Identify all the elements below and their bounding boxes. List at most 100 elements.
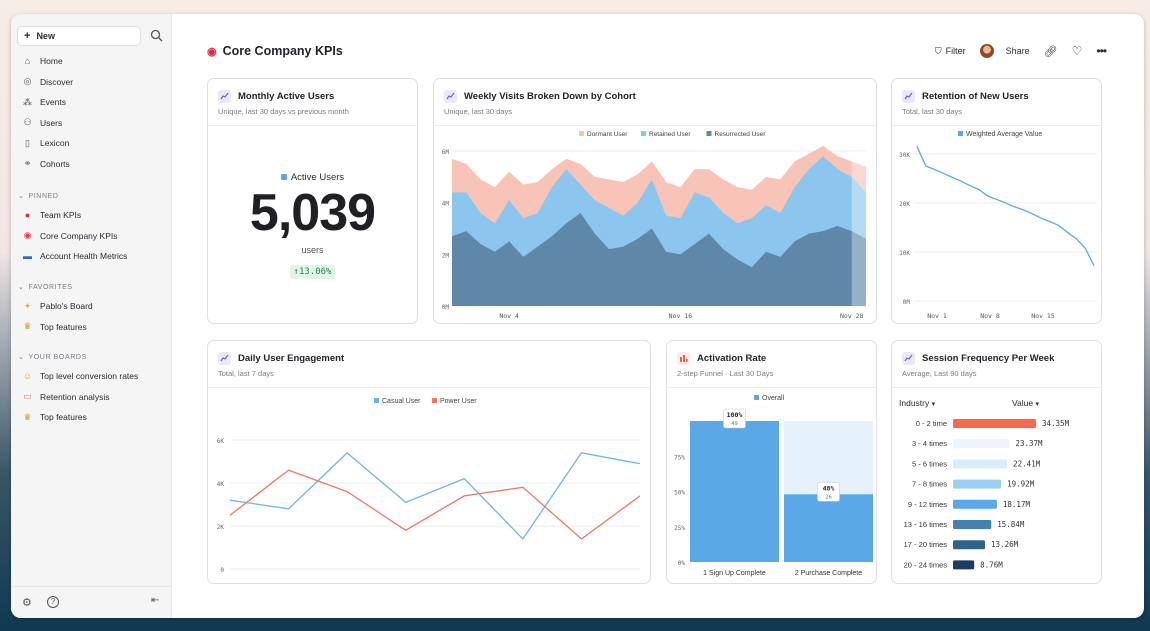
card-title: Daily User Engagement (238, 353, 345, 364)
x-tick-label: Nov 4 (279, 583, 299, 584)
sidebar: + New ⌂ Home ◎ Discover ⁂ Events ⚇ Users ▯ Le… (11, 14, 172, 618)
board-item-retention[interactable]: ▭ Retention analysis (23, 391, 110, 402)
app-window: + New ⌂ Home ◎ Discover ⁂ Events ⚇ Users ▯ Le… (11, 14, 1144, 618)
pinned-item-account-health[interactable]: ▬ Account Health Metrics (23, 251, 128, 262)
retention-chart: 0M 10K 20K 30K Nov 1 Nov 8 Nov 15 Weighted Aver… (899, 131, 1097, 320)
favorite-item-top-features[interactable]: ♛ Top features (23, 321, 87, 332)
avatar (979, 44, 994, 58)
line-power-user (229, 469, 641, 540)
row-category-label: 7 - 8 times (912, 480, 947, 489)
filter-icon: ⛉ (934, 45, 942, 56)
more-options-icon[interactable]: ••• (1096, 44, 1107, 58)
box-icon: ▭ (23, 391, 32, 402)
row-bar (953, 459, 1008, 469)
share-button[interactable]: Share (979, 44, 1030, 58)
pinned-item-team-kpis[interactable]: ● Team KPIs (11, 205, 172, 226)
x-tick-label: Nov 6 (396, 583, 416, 584)
activation-chart: 0% 25% 50% 75% 100% 49 1 Sign Up Complete 48% 26… (674, 395, 873, 577)
row-bar (953, 439, 1010, 449)
weekly-visits-card[interactable]: Weekly Visits Broken Down by Cohort Uniq… (433, 78, 877, 324)
card-subtitle: Total, last 7 days (218, 369, 274, 378)
boards-section-toggle[interactable]: ⌄ YOUR BOARDS (18, 353, 87, 362)
sparkle-icon: ✦ (23, 300, 32, 311)
caret-down-icon: ▾ (931, 401, 936, 408)
bar-value-box (817, 482, 840, 502)
daily-engagement-card[interactable]: Daily User Engagement Total, last 7 days… (207, 340, 651, 584)
row-bar (953, 479, 1002, 489)
legend-swatch (374, 398, 379, 403)
card-subtitle: Total, last 30 days (902, 107, 963, 116)
chevron-down-icon: ⌄ (18, 193, 25, 200)
favorite-item-pablos-board[interactable]: ✦ Pablo's Board (23, 300, 93, 312)
value-column-header[interactable]: Value ▾ (1012, 398, 1039, 408)
link-icon[interactable]: 🔗︎ (1043, 45, 1058, 58)
row-category-label: 17 - 20 times (904, 540, 948, 549)
settings-icon[interactable]: ⚙ (22, 597, 32, 609)
target-icon: ◉ (23, 230, 32, 241)
retention-card[interactable]: Retention of New Users Total, last 30 da… (891, 78, 1102, 324)
card-subtitle: 2-step Funnel · Last 30 Days (677, 369, 774, 378)
row-value-label: 23.37M (1015, 439, 1043, 448)
legend-swatch (958, 131, 963, 136)
y-tick-label: 0M (903, 299, 911, 306)
partial-period-overlay (851, 151, 866, 306)
card-title: Retention of New Users (922, 91, 1029, 102)
trophy-icon: ♛ (23, 321, 32, 332)
funnel-bar (784, 494, 873, 562)
y-tick-label: 50% (674, 490, 685, 497)
x-category-label: 2 Purchase Complete (795, 570, 862, 577)
board-item-top-features[interactable]: ♛ Top features (23, 411, 87, 423)
row-value-label: 34.35M (1042, 419, 1070, 428)
session-frequency-chart: 0 - 2 time 34.35M 3 - 4 times 23.37M 5 - 6 t… (904, 419, 1070, 570)
y-tick-label: 4M (442, 201, 450, 208)
smile-icon: ☺ (22, 371, 33, 382)
monthly-active-users-card[interactable]: Monthly Active Users Unique, last 30 day… (207, 78, 418, 324)
board-item-conversion[interactable]: ☺ Top level conversion rates (22, 371, 139, 382)
session-frequency-card[interactable]: Session Frequency Per Week Average, Last… (891, 340, 1102, 584)
area-resurrected-user (452, 213, 866, 306)
new-button[interactable]: + New (17, 26, 141, 46)
nav-item-users[interactable]: ⚇ Users (23, 117, 63, 128)
favorites-section-toggle[interactable]: ⌄ FAVORITES (18, 283, 73, 292)
legend-label: Retained User (649, 131, 691, 138)
mau-unit: users (301, 245, 324, 255)
row-value-label: 13.26M (991, 540, 1019, 549)
row-value-label: 15.84M (997, 520, 1025, 529)
pinned-section-toggle[interactable]: ⌄ PINNED (18, 192, 59, 201)
industry-column-header[interactable]: Industry ▾ (899, 398, 936, 408)
legend-label: Overall (762, 395, 785, 402)
x-tick-label: Nov 4 (499, 312, 519, 320)
y-tick-label: 6M (442, 149, 450, 156)
filter-button[interactable]: ⛉ Filter (934, 45, 966, 57)
bar-count-label: 49 (731, 421, 738, 427)
nav-item-lexicon[interactable]: ▯ Lexicon (11, 133, 172, 154)
nav-item-discover[interactable]: ◎ Discover (23, 76, 74, 87)
boxing-glove-icon: ● (24, 210, 31, 221)
collapse-sidebar-icon[interactable]: ⇤ (151, 595, 160, 606)
nav-item-events[interactable]: ⁂ Events (23, 96, 66, 108)
activation-card[interactable]: Activation Rate 2-step Funnel · Last 30 … (666, 340, 877, 584)
x-tick-label: Nov 8 (980, 312, 1000, 320)
pinned-item-core-company-kpis[interactable]: ◉ Core Company KPIs (23, 230, 118, 241)
search-icon[interactable] (149, 28, 164, 43)
pinned-list: ● Team KPIs ◉ Core Company KPIs ▬ Account H… (11, 205, 172, 267)
y-tick-label: 0M (442, 304, 450, 311)
help-icon[interactable]: ? (47, 596, 59, 608)
trophy-icon: ♛ (23, 411, 32, 422)
nav-item-cohorts[interactable]: ⚭ Cohorts (23, 158, 70, 169)
funnel-bar (690, 421, 779, 562)
caret-down-icon: ▾ (1035, 401, 1039, 408)
legend-label: Resurrected User (715, 131, 767, 138)
row-category-label: 13 - 16 times (904, 520, 948, 529)
boards-list: ☺ Top level conversion rates ▭ Retention a… (11, 366, 172, 428)
line-weighted-average-value (916, 146, 1095, 266)
nav-item-home[interactable]: ⌂ Home (11, 51, 172, 72)
legend-swatch (706, 131, 712, 136)
line-chart-icon (902, 352, 915, 365)
row-value-label: 19.92M (1007, 480, 1035, 489)
card-subtitle: Unique, last 30 days vs previous month (218, 107, 349, 116)
card-title: Weekly Visits Broken Down by Cohort (464, 91, 636, 102)
car-icon: ▬ (23, 251, 32, 262)
heart-icon[interactable]: ♡ (1071, 44, 1083, 58)
chevron-down-icon: ⌄ (18, 354, 25, 361)
